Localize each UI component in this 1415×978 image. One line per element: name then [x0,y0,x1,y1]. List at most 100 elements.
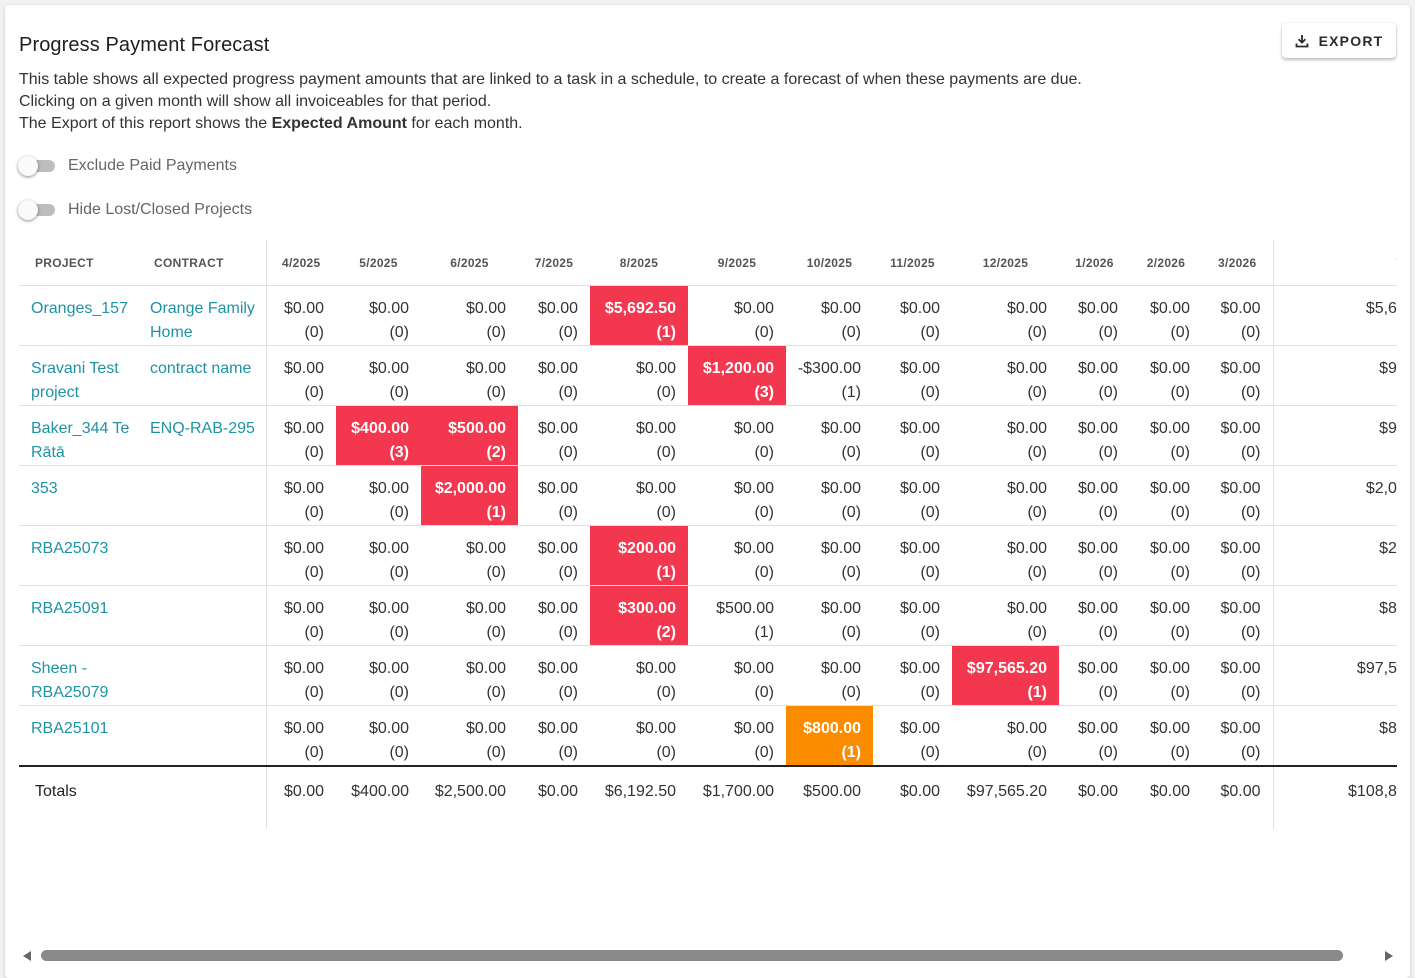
month-amount-cell[interactable]: $400.00 (3) [336,405,421,466]
month-amount-cell[interactable]: $0.00 (0) [266,585,336,646]
month-amount-cell[interactable]: $0.00 (0) [952,705,1059,767]
project-link[interactable]: 353 [31,480,58,497]
month-amount-cell[interactable]: $0.00 (0) [873,405,952,466]
month-amount-cell[interactable]: $0.00 (0) [590,705,688,767]
column-header-month[interactable]: 12/2025 [952,240,1059,286]
month-amount-cell[interactable]: $0.00 (0) [873,525,952,586]
month-amount-cell[interactable]: $0.00 (0) [1059,645,1130,706]
month-amount-cell[interactable]: $0.00 (0) [1202,525,1273,586]
month-amount-cell[interactable]: $0.00 (0) [1202,705,1273,767]
month-amount-cell[interactable]: $0.00 (0) [266,705,336,767]
month-amount-cell[interactable]: $0.00 (0) [518,585,590,646]
month-amount-cell[interactable]: $0.00 (0) [336,285,421,346]
month-amount-cell[interactable]: $0.00 (0) [1130,705,1202,767]
column-header-month[interactable]: 4/2025 [266,240,336,286]
month-amount-cell[interactable]: $300.00 (2) [590,585,688,646]
month-amount-cell[interactable]: $0.00 (0) [518,705,590,767]
month-amount-cell[interactable]: $0.00 (0) [266,525,336,586]
month-amount-cell[interactable]: $0.00 (0) [873,285,952,346]
month-amount-cell[interactable]: $0.00 (0) [1059,345,1130,406]
month-amount-cell[interactable]: $0.00 (0) [873,465,952,526]
month-amount-cell[interactable]: $0.00 (0) [266,405,336,466]
month-amount-cell[interactable]: $0.00 (0) [518,465,590,526]
month-amount-cell[interactable]: $0.00 (0) [688,285,786,346]
month-amount-cell[interactable]: $0.00 (0) [1130,345,1202,406]
month-amount-cell[interactable]: $0.00 (0) [518,285,590,346]
month-amount-cell[interactable]: $0.00 (0) [786,585,873,646]
month-amount-cell[interactable]: $0.00 (0) [688,465,786,526]
month-amount-cell[interactable]: $0.00 (0) [1059,405,1130,466]
month-amount-cell[interactable]: $0.00 (0) [421,525,518,586]
column-header-month[interactable]: 8/2025 [590,240,688,286]
month-amount-cell[interactable]: $0.00 (0) [1202,465,1273,526]
project-link[interactable]: Sravani Test project [31,360,119,401]
month-amount-cell[interactable]: $0.00 (0) [786,405,873,466]
month-amount-cell[interactable]: $0.00 (0) [873,705,952,767]
arrow-right-icon[interactable] [1385,951,1393,961]
column-header-month[interactable]: 3/2026 [1202,240,1273,286]
month-amount-cell[interactable]: $0.00 (0) [590,645,688,706]
month-amount-cell[interactable]: $0.00 (0) [518,525,590,586]
month-amount-cell[interactable]: $0.00 (0) [421,345,518,406]
month-amount-cell[interactable]: $0.00 (0) [1202,405,1273,466]
month-amount-cell[interactable]: $0.00 (0) [518,405,590,466]
contract-link[interactable]: Orange Family Home [150,300,255,341]
month-amount-cell[interactable]: $1,200.00 (3) [688,345,786,406]
month-amount-cell[interactable]: $0.00 (0) [336,705,421,767]
month-amount-cell[interactable]: $0.00 (0) [952,525,1059,586]
column-header-month[interactable]: 2/2026 [1130,240,1202,286]
scrollbar-thumb[interactable] [41,950,1343,961]
month-amount-cell[interactable]: $0.00 (0) [786,465,873,526]
month-amount-cell[interactable]: $0.00 (0) [518,645,590,706]
column-header-month[interactable]: 9/2025 [688,240,786,286]
month-amount-cell[interactable]: $0.00 (0) [786,645,873,706]
month-amount-cell[interactable]: $0.00 (0) [336,585,421,646]
month-amount-cell[interactable]: $0.00 (0) [266,345,336,406]
column-header-month[interactable]: 1/2026 [1059,240,1130,286]
forecast-table-container[interactable]: PROJECT CONTRACT 4/2025 5/2025 6/2025 7/2025 8… [19,240,1397,945]
month-amount-cell[interactable]: $0.00 (0) [1130,525,1202,586]
month-amount-cell[interactable]: $0.00 (0) [1130,465,1202,526]
month-amount-cell[interactable]: $0.00 (0) [1059,465,1130,526]
month-amount-cell[interactable]: $0.00 (0) [336,645,421,706]
month-amount-cell[interactable]: $500.00 (2) [421,405,518,466]
month-amount-cell[interactable]: -$300.00 (1) [786,345,873,406]
month-amount-cell[interactable]: $0.00 (0) [1202,585,1273,646]
column-header-month[interactable]: 7/2025 [518,240,590,286]
month-amount-cell[interactable]: $5,692.50 (1) [590,285,688,346]
month-amount-cell[interactable]: $0.00 (0) [421,645,518,706]
month-amount-cell[interactable]: $0.00 (0) [952,585,1059,646]
project-link[interactable]: RBA25101 [31,720,109,737]
month-amount-cell[interactable]: $0.00 (0) [1059,525,1130,586]
month-amount-cell[interactable]: $2,000.00 (1) [421,465,518,526]
month-amount-cell[interactable]: $0.00 (0) [421,705,518,767]
month-amount-cell[interactable]: $0.00 (0) [952,405,1059,466]
month-amount-cell[interactable]: $97,565.20 (1) [952,645,1059,706]
month-amount-cell[interactable]: $0.00 (0) [1202,345,1273,406]
month-amount-cell[interactable]: $0.00 (0) [952,285,1059,346]
month-amount-cell[interactable]: $0.00 (0) [873,645,952,706]
project-link[interactable]: RBA25073 [31,540,109,557]
month-amount-cell[interactable]: $0.00 (0) [518,345,590,406]
project-link[interactable]: RBA25091 [31,600,109,617]
column-header-contract[interactable]: CONTRACT [138,240,267,286]
month-amount-cell[interactable]: $0.00 (0) [1059,705,1130,767]
month-amount-cell[interactable]: $0.00 (0) [688,525,786,586]
export-button[interactable]: EXPORT [1282,23,1396,58]
month-amount-cell[interactable]: $0.00 (0) [873,585,952,646]
month-amount-cell[interactable]: $0.00 (0) [266,465,336,526]
month-amount-cell[interactable]: $0.00 (0) [1202,645,1273,706]
month-amount-cell[interactable]: $0.00 (0) [336,525,421,586]
contract-link[interactable]: contract name [150,360,252,377]
month-amount-cell[interactable]: $0.00 (0) [590,405,688,466]
column-header-month[interactable]: 5/2025 [336,240,421,286]
project-link[interactable]: Baker_344 Te Rātā [31,420,130,461]
month-amount-cell[interactable]: $0.00 (0) [1130,405,1202,466]
month-amount-cell[interactable]: $0.00 (0) [688,705,786,767]
month-amount-cell[interactable]: $0.00 (0) [266,285,336,346]
month-amount-cell[interactable]: $0.00 (0) [952,465,1059,526]
month-amount-cell[interactable]: $0.00 (0) [1059,585,1130,646]
month-amount-cell[interactable]: $200.00 (1) [590,525,688,586]
month-amount-cell[interactable]: $800.00 (1) [786,705,873,767]
month-amount-cell[interactable]: $0.00 (0) [266,645,336,706]
